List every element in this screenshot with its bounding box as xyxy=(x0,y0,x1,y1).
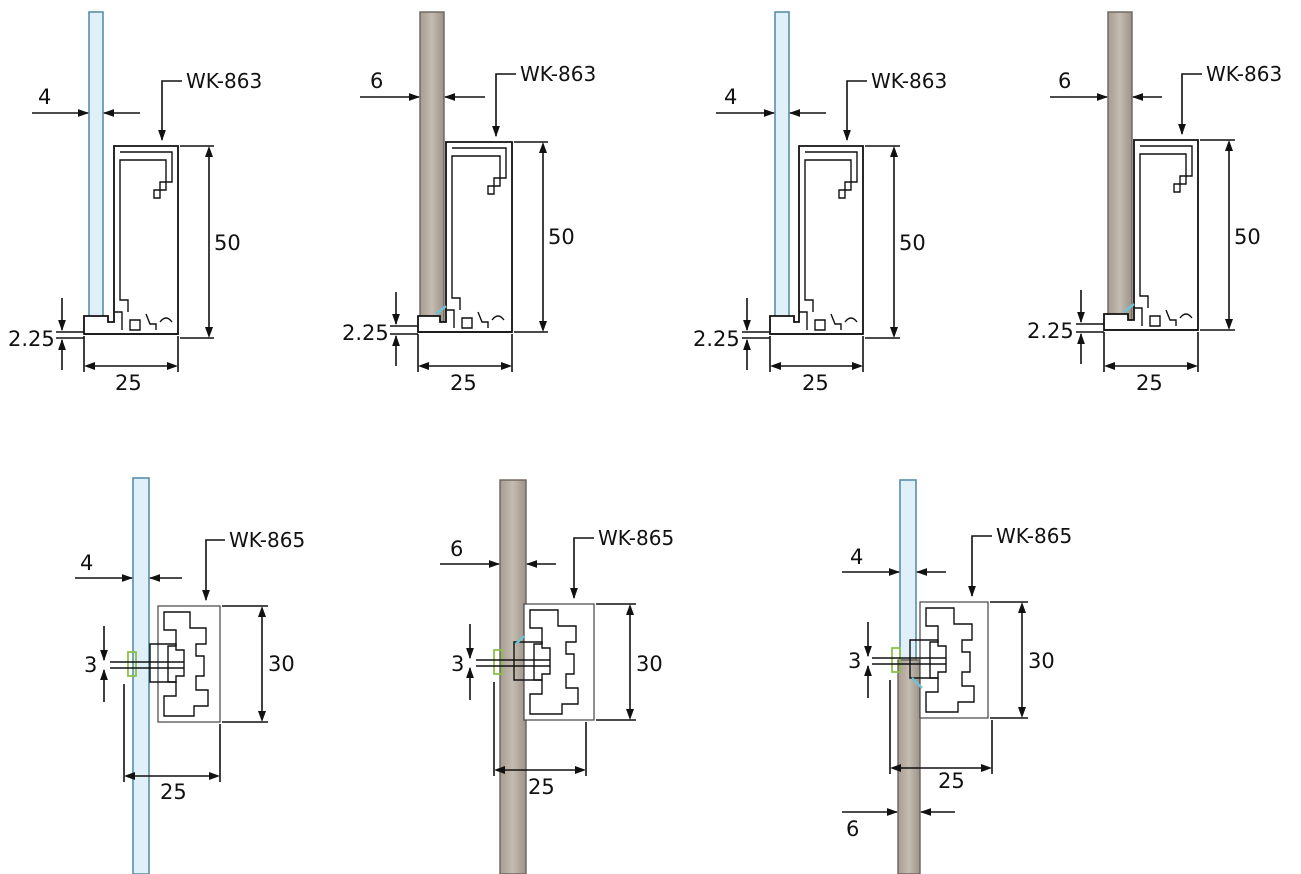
dim-gap: 3 xyxy=(451,652,464,676)
dim-height: 30 xyxy=(1028,649,1055,673)
dim-base: 2.25 xyxy=(1027,319,1074,343)
profile-label: WK-863 xyxy=(186,69,262,93)
detail-wk865-glass-wood: 4 WK-865 30 3 25 6 xyxy=(842,479,1072,874)
detail-wk863-glass-b: 4 WK-863 50 2.25 25 xyxy=(693,11,947,395)
dim-gap: 3 xyxy=(84,653,97,677)
dim-height: 50 xyxy=(1234,225,1261,249)
profile-label: WK-863 xyxy=(1206,62,1282,86)
profile-label: WK-865 xyxy=(996,524,1072,548)
dim-base: 2.25 xyxy=(342,321,389,345)
dim-base: 2.25 xyxy=(693,327,740,351)
wood-panel xyxy=(1107,11,1133,329)
dim-panel-thickness-bottom: 6 xyxy=(846,817,859,841)
dim-panel-thickness-top: 4 xyxy=(850,545,863,569)
dim-panel-thickness: 4 xyxy=(38,85,51,109)
glass-panel xyxy=(774,11,790,333)
profile-label: WK-863 xyxy=(520,62,596,86)
glass-panel xyxy=(899,479,917,661)
wood-panel xyxy=(499,479,527,874)
wood-panel xyxy=(419,11,445,329)
detail-wk865-glass-a: 4 WK-865 30 3 25 xyxy=(75,477,305,874)
dim-panel-thickness: 6 xyxy=(450,537,463,561)
dim-panel-thickness: 6 xyxy=(370,69,383,93)
dim-height: 50 xyxy=(899,231,926,255)
wk865-profile xyxy=(523,603,595,721)
detail-wk863-wood-b: 6 WK-863 50 2.25 25 xyxy=(1027,11,1282,395)
dim-width: 25 xyxy=(938,769,965,793)
profile-label: WK-863 xyxy=(871,69,947,93)
dim-panel-thickness: 6 xyxy=(1058,69,1071,93)
dim-gap: 3 xyxy=(848,649,861,673)
dim-panel-thickness: 4 xyxy=(80,551,93,575)
detail-wk863-wood-a: 6 WK-863 50 2.25 25 xyxy=(342,11,596,395)
detail-wk863-glass-a: 4 WK-863 50 2.25 25 xyxy=(8,11,262,395)
dim-width: 25 xyxy=(450,371,477,395)
dim-width: 25 xyxy=(802,371,829,395)
dim-base: 2.25 xyxy=(8,327,55,351)
dim-width: 25 xyxy=(528,775,555,799)
dim-height: 30 xyxy=(636,652,663,676)
wk863-profile xyxy=(769,145,864,335)
dim-panel-thickness: 4 xyxy=(724,85,737,109)
dim-height: 50 xyxy=(214,231,241,255)
dim-width: 25 xyxy=(115,371,142,395)
wood-panel xyxy=(897,659,921,874)
profile-label: WK-865 xyxy=(229,528,305,552)
glass-panel xyxy=(88,11,104,333)
dim-height: 30 xyxy=(268,652,295,676)
dim-width: 25 xyxy=(1136,371,1163,395)
detail-wk865-wood: 6 WK-865 30 3 25 xyxy=(440,479,674,874)
dim-height: 50 xyxy=(548,225,575,249)
profile-label: WK-865 xyxy=(598,526,674,550)
dim-width: 25 xyxy=(160,780,187,804)
